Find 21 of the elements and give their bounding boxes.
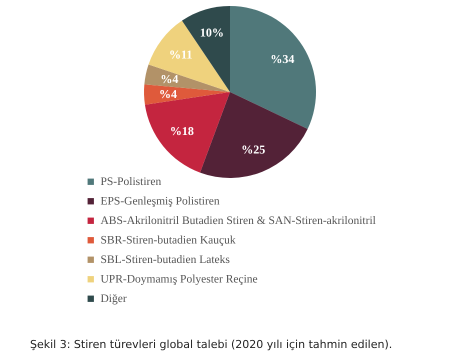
pie-slice [144,84,230,105]
legend-label: ABS-Akrilonitril Butadien Stiren & SAN-Stiren-akrilonitril [100,214,376,227]
legend-label: UPR-Doymamış Polyester Reçine [100,273,258,286]
data-label: %25 [241,142,266,156]
data-label: %4 [159,86,178,101]
pie-slice [144,92,230,173]
data-label: 10% [200,26,224,40]
pie-slice [230,6,316,129]
legend-label: PS-Polistiren [100,176,162,188]
legend-label: EPS-Genleşmiş Polistiren [100,195,220,208]
data-label: %4 [160,72,178,86]
legend-label: SBL-Stiren-butadien Lateks [100,254,230,266]
data-label: %34 [270,52,294,66]
data-label: %11 [169,47,192,62]
pie-slice [200,92,308,178]
text: Şekil 3: Stiren türevleri global talebi (2020 yılı için tahmin edilen). [30,338,392,351]
pie-slice [144,64,230,92]
data-label: %18 [170,124,194,138]
pie-slice [148,20,230,92]
legend-label: SBR-Stiren-butadien Kauçuk [100,234,236,246]
legend-label: Diğer [100,292,127,305]
